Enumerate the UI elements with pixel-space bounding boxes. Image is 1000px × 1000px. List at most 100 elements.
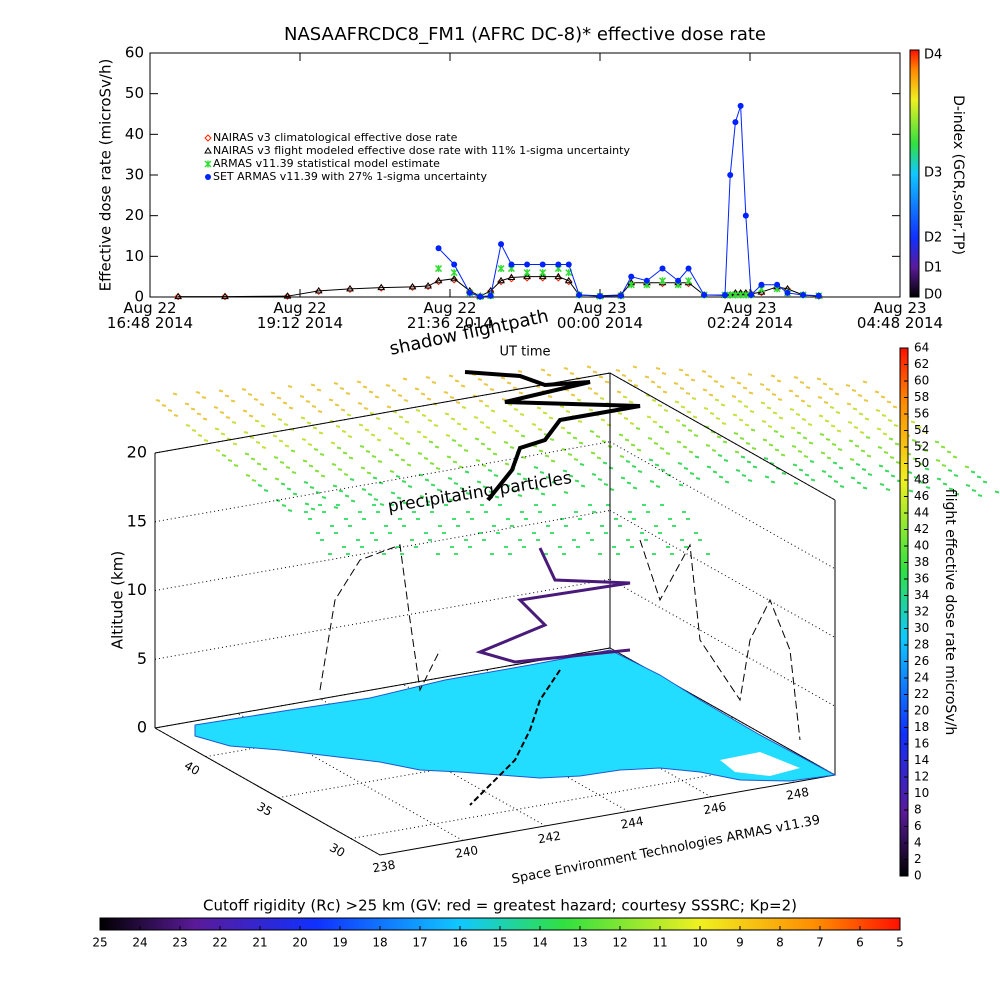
particle [894,442,900,446]
particle [805,386,811,389]
marker [497,265,505,273]
marker [815,292,822,299]
particle [819,433,825,436]
particle [596,456,602,460]
particle [371,455,377,458]
particle [345,392,351,395]
colorbar-tick-label: 30 [914,621,929,635]
particle [331,463,337,466]
marker [643,277,650,284]
particle [230,399,236,403]
particle [916,425,922,429]
particle [538,449,544,453]
particle [219,411,225,414]
particle [942,482,948,486]
grid-line [154,372,611,454]
particle [649,480,655,483]
marker [742,212,749,219]
particle [161,404,167,407]
particle [864,417,870,421]
particle [494,495,500,499]
series-line [438,105,819,298]
colorbar-tick-label: 12 [612,936,627,950]
marker [748,291,755,298]
particle [567,453,573,456]
particle [292,492,298,496]
particle [513,408,519,411]
particle [419,495,425,498]
particle [675,419,681,422]
particle [232,442,238,446]
particle [262,467,268,471]
particle [373,498,379,501]
particle [197,434,203,437]
particle [263,489,269,492]
particle [635,427,641,430]
marker [539,261,546,268]
particle [912,457,918,461]
particle [715,417,721,420]
particle [796,431,802,435]
particle [867,473,873,476]
legend-marker [204,160,212,168]
particle [632,486,638,490]
particle [190,407,196,411]
particle [284,444,290,448]
particle [280,482,286,486]
lon-tick-label: 242 [537,829,562,847]
marker [685,265,692,272]
legend-label: SET ARMAS v11.39 with 27% 1-sigma uncert… [213,170,487,183]
marker [283,292,292,299]
particle [287,509,293,512]
particle [836,429,842,433]
particle [570,393,576,397]
particle [865,436,871,439]
particle [191,429,197,432]
particle [789,408,795,411]
particle [362,385,368,389]
particle [398,415,404,419]
particle [708,393,714,397]
particle [663,409,669,412]
particle [422,435,428,439]
particle [653,442,659,445]
particle [724,480,730,484]
particle [565,410,571,413]
particle [677,462,683,465]
legend-marker [204,147,212,154]
particle [385,384,391,387]
particle [481,464,487,467]
particle [512,386,518,390]
particle [851,389,857,392]
particle [309,486,315,489]
particle [395,475,401,478]
marker [576,291,583,298]
particle [738,418,744,422]
particle [733,432,739,435]
y-tick-label: 20 [125,206,144,224]
particle [487,469,493,472]
particle [387,427,393,430]
particle [578,441,584,445]
particle [250,457,256,461]
particle [847,421,853,424]
particle [717,454,723,457]
particle [721,422,727,425]
particle [716,435,722,439]
particle [597,478,603,481]
particle [874,390,880,394]
colorbar-tick-label: 0 [914,869,922,883]
particle [431,381,437,384]
particle [278,439,284,443]
colorbar-tick-label: 7 [816,936,824,950]
particle [290,449,296,453]
particle [248,414,254,418]
marker [451,261,458,268]
colorbar-tick-label: 5 [896,936,904,950]
particle [454,379,460,383]
particle [747,479,753,482]
marker [538,272,547,280]
marker [487,292,494,299]
particle [686,410,692,414]
particle [829,406,835,409]
